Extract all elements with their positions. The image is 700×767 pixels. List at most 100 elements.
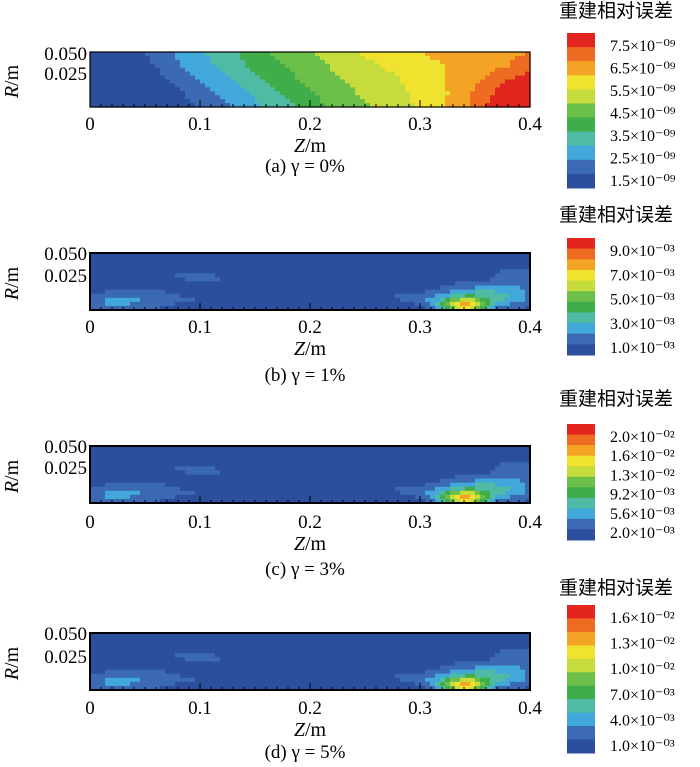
field-cell xyxy=(425,293,431,299)
field-cell xyxy=(420,669,426,675)
field-cell xyxy=(300,281,306,287)
field-cell xyxy=(180,462,186,467)
field-cell xyxy=(235,52,241,57)
field-cell xyxy=(175,681,181,687)
field-cell xyxy=(250,677,256,683)
field-cell xyxy=(460,490,466,496)
field-cell xyxy=(300,95,306,100)
field-cell xyxy=(345,253,351,258)
field-cell xyxy=(195,486,201,492)
field-cell xyxy=(285,261,291,266)
field-cell xyxy=(95,301,101,307)
field-cell xyxy=(495,474,501,480)
field-cell xyxy=(290,454,296,459)
field-cell xyxy=(305,657,311,663)
field-cell xyxy=(360,657,366,663)
field-cell xyxy=(300,83,306,88)
field-cell xyxy=(360,466,366,472)
legend-label: 7.5×10⁻⁰⁹ xyxy=(610,38,676,55)
field-cell xyxy=(415,99,421,104)
field-cell xyxy=(495,450,501,455)
field-cell xyxy=(180,474,186,480)
legend-label: 9.2×10⁻⁰³ xyxy=(610,487,675,504)
field-cell xyxy=(315,79,321,85)
field-cell xyxy=(365,681,371,687)
field-cell xyxy=(350,641,356,646)
field-cell xyxy=(495,59,501,65)
x-tick-label: 0.2 xyxy=(298,512,322,533)
field-cell xyxy=(435,87,441,92)
field-cell xyxy=(395,454,401,459)
field-cell xyxy=(290,669,296,675)
field-cell xyxy=(345,653,351,659)
field-cell xyxy=(375,490,381,496)
field-cell xyxy=(95,79,101,85)
field-cell xyxy=(120,301,126,307)
field-cell xyxy=(340,661,346,667)
field-cell xyxy=(405,55,411,61)
field-cell xyxy=(320,83,326,88)
field-cell xyxy=(245,261,251,266)
field-cell xyxy=(295,645,301,650)
field-cell xyxy=(125,253,131,258)
field-cell xyxy=(185,681,191,687)
field-cell xyxy=(305,95,311,100)
field-cell xyxy=(195,293,201,299)
field-cell xyxy=(155,83,161,88)
field-cell xyxy=(455,466,461,472)
field-cell xyxy=(360,641,366,646)
field-cell xyxy=(200,103,206,108)
field-cell xyxy=(160,265,166,270)
field-cell xyxy=(510,462,516,467)
field-cell xyxy=(170,450,176,455)
field-cell xyxy=(365,59,371,65)
field-cell xyxy=(160,669,166,675)
field-cell xyxy=(385,446,391,451)
field-cell xyxy=(325,486,331,492)
field-cell xyxy=(500,289,506,295)
field-cell xyxy=(335,265,341,270)
field-cell xyxy=(230,482,236,488)
field-cell xyxy=(160,293,166,299)
field-cell xyxy=(200,470,206,476)
field-cell xyxy=(290,653,296,659)
field-cell xyxy=(510,265,516,270)
field-cell xyxy=(95,257,101,262)
field-cell xyxy=(295,52,301,57)
field-cell xyxy=(165,99,171,104)
field-cell xyxy=(245,649,251,654)
field-cell xyxy=(380,289,386,295)
field-cell xyxy=(275,665,281,671)
field-cell xyxy=(470,277,476,283)
field-cell xyxy=(195,297,201,303)
field-cell xyxy=(420,297,426,303)
field-cell xyxy=(375,293,381,299)
field-cell xyxy=(340,281,346,287)
field-cell xyxy=(305,273,311,279)
field-cell xyxy=(205,657,211,663)
field-cell xyxy=(155,637,161,642)
field-cell xyxy=(495,261,501,266)
field-cell xyxy=(230,99,236,104)
field-cell xyxy=(115,657,121,663)
field-cell xyxy=(435,269,441,274)
field-cell xyxy=(500,301,506,307)
colorbar-swatch xyxy=(567,323,595,335)
field-cell xyxy=(275,253,281,258)
field-cell xyxy=(170,458,176,463)
field-cell xyxy=(365,269,371,274)
field-cell xyxy=(325,79,331,85)
field-cell xyxy=(270,633,276,638)
field-cell xyxy=(205,83,211,88)
field-cell xyxy=(420,55,426,61)
field-cell xyxy=(215,498,221,504)
field-cell xyxy=(265,454,271,459)
field-cell xyxy=(500,285,506,291)
field-cell xyxy=(120,71,126,77)
field-cell xyxy=(390,478,396,484)
field-cell xyxy=(455,645,461,650)
field-cell xyxy=(395,645,401,650)
field-cell xyxy=(330,673,336,679)
field-cell xyxy=(100,257,106,262)
field-cell xyxy=(200,75,206,81)
